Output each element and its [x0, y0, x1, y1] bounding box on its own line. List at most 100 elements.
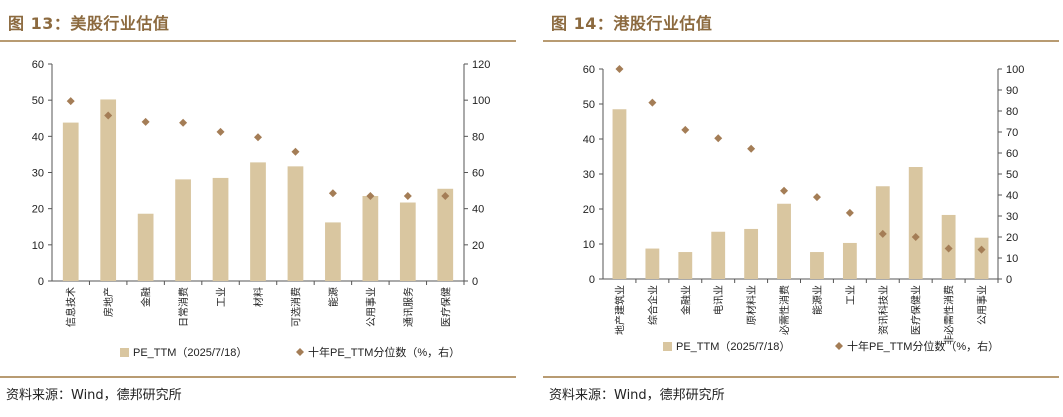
right-tick-label: 0	[1006, 274, 1012, 286]
right-tick-label: 100	[472, 95, 490, 107]
pe-bar	[744, 228, 759, 279]
left-tick-label: 30	[32, 168, 44, 180]
pe-bar	[212, 177, 229, 281]
category-label: 医疗保健业	[910, 285, 923, 335]
percentile-marker	[615, 65, 624, 73]
category-label: 电讯业	[712, 285, 725, 315]
category-label: 房地产	[102, 287, 115, 317]
source-divider	[543, 376, 1059, 378]
legend-swatch-marker	[296, 348, 304, 356]
figure-14-panel: 图 14：港股行业估值 0 10 20 30 40 50 60 0 10 20 30 40 50 60 70…	[543, 0, 1063, 417]
valuation-chart: 0 10 20 30 40 50 60 0 20 40 60 80 100 120 信息技术 房地产 金融 日常消…	[32, 59, 491, 359]
left-tick-label: 40	[583, 134, 595, 146]
percentile-marker	[366, 192, 375, 201]
category-label: 公用事业	[976, 285, 989, 325]
pe-bar	[645, 248, 660, 279]
right-tick-label: 100	[1006, 64, 1024, 76]
pe-bar	[842, 242, 857, 279]
left-tick-label: 60	[32, 59, 44, 71]
percentile-marker	[780, 186, 789, 195]
legend-swatch-bar	[120, 348, 129, 357]
left-tick-label: 0	[589, 274, 595, 286]
category-label: 非必需性消费	[943, 285, 956, 345]
category-label: 金融业	[679, 285, 692, 315]
percentile-marker	[812, 193, 821, 202]
percentile-marker	[441, 192, 450, 201]
left-tick-label: 50	[583, 99, 595, 111]
percentile-marker	[179, 118, 188, 127]
title-divider	[543, 40, 1059, 42]
legend-label-percentile: 十年PE_TTM分位数（%，右）	[847, 339, 999, 353]
category-label: 原材料业	[745, 285, 758, 325]
left-tick-label: 50	[32, 95, 44, 107]
figure-title: 图 13：美股行业估值	[8, 14, 170, 33]
pe-bar	[62, 122, 79, 281]
category-label: 通讯服务	[402, 287, 415, 327]
percentile-marker	[141, 117, 150, 126]
pe-bar	[908, 167, 923, 279]
left-tick-label: 20	[583, 204, 595, 216]
legend-label-pe: PE_TTM（2025/7/18）	[676, 340, 790, 353]
category-label: 资讯科技业	[877, 285, 890, 335]
right-tick-label: 80	[472, 131, 484, 143]
right-tick-label: 20	[472, 240, 484, 252]
pe-bar	[612, 109, 627, 279]
percentile-marker	[104, 111, 113, 120]
percentile-marker	[747, 144, 756, 153]
valuation-chart: 0 10 20 30 40 50 60 0 10 20 30 40 50 60 70 80 90 100 地产建筑业…	[583, 64, 1025, 353]
left-tick-label: 20	[32, 204, 44, 216]
pe-bar	[287, 166, 304, 281]
percentile-marker	[291, 147, 300, 156]
category-label: 日常消费	[177, 287, 190, 327]
legend-label-pe: PE_TTM（2025/7/18）	[133, 346, 247, 359]
pe-bar	[678, 252, 693, 279]
source-note: 资料来源：Wind，德邦研究所	[6, 388, 182, 403]
right-tick-label: 70	[1006, 127, 1018, 139]
pe-bar	[399, 202, 416, 281]
percentile-marker	[977, 245, 986, 254]
category-label: 金融	[140, 287, 153, 307]
pe-bar	[100, 99, 117, 281]
percentile-marker	[845, 208, 854, 217]
percentile-marker	[648, 98, 657, 107]
left-tick-label: 10	[583, 239, 595, 251]
category-label: 信息技术	[65, 287, 78, 327]
percentile-marker	[944, 244, 953, 253]
category-label: 能源	[327, 287, 340, 307]
legend-swatch-bar	[663, 342, 672, 351]
pe-bar	[137, 213, 154, 281]
category-label: 能源业	[811, 285, 824, 315]
category-label: 地产建筑业	[613, 285, 626, 335]
pe-bar	[437, 188, 454, 281]
right-tick-label: 40	[1006, 190, 1018, 202]
percentile-marker	[878, 229, 887, 238]
category-label: 材料	[252, 287, 265, 307]
right-tick-label: 80	[1006, 106, 1018, 118]
figure-13-panel: 图 13：美股行业估值 0 10 20 30 40 50 60 0 20 40 60 80 100 120…	[0, 0, 520, 417]
category-label: 医疗保健	[439, 287, 452, 327]
left-tick-label: 30	[583, 169, 595, 181]
category-label: 可选消费	[289, 287, 302, 327]
category-label: 公用事业	[364, 287, 377, 327]
percentile-marker	[328, 189, 337, 198]
right-tick-label: 0	[472, 276, 478, 288]
pe-bar	[175, 179, 191, 281]
left-tick-label: 0	[38, 276, 44, 288]
legend-swatch-marker	[835, 342, 843, 350]
right-tick-label: 30	[1006, 211, 1018, 223]
pe-bar	[250, 162, 266, 281]
percentile-marker	[254, 133, 262, 142]
category-label: 必需性消费	[778, 285, 791, 335]
percentile-marker	[66, 97, 75, 106]
right-tick-label: 60	[472, 168, 484, 180]
source-note: 资料来源：Wind，德邦研究所	[549, 388, 725, 403]
percentile-marker	[681, 125, 690, 134]
right-tick-label: 60	[1006, 148, 1018, 160]
category-label: 工业	[216, 287, 228, 307]
right-tick-label: 10	[1006, 253, 1018, 265]
right-tick-label: 50	[1006, 169, 1018, 181]
percentile-marker	[216, 127, 225, 136]
right-tick-label: 90	[1006, 85, 1018, 97]
pe-bar	[974, 237, 989, 279]
pe-bar	[325, 222, 341, 281]
